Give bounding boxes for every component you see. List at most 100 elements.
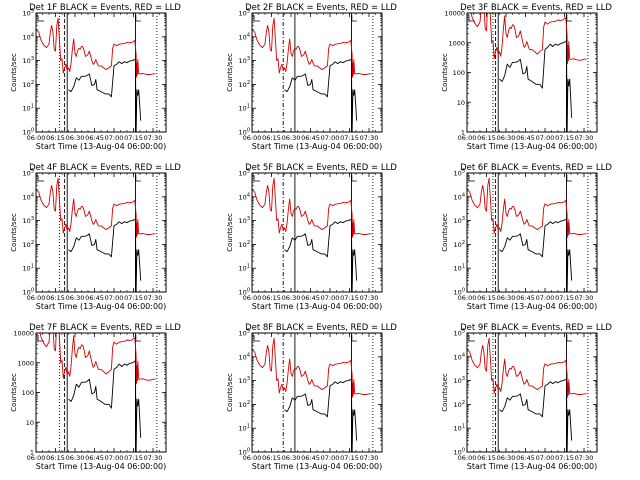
y-tick-label-4: 104 xyxy=(239,352,250,361)
series-lld-line xyxy=(470,13,587,64)
x-tick-label-5: 07:15 xyxy=(555,294,574,302)
series-events-line xyxy=(284,218,358,292)
series-lld-line xyxy=(467,337,587,398)
chart-title: Det 2F BLACK = Events, RED = LLD xyxy=(245,3,397,13)
y-axis-label: Counts/sec xyxy=(441,53,449,92)
x-tick-label-6: 07:30 xyxy=(575,294,594,302)
corner-marker xyxy=(351,175,357,182)
y-tick-label-5: 105 xyxy=(454,329,465,338)
series-lld-line xyxy=(252,17,372,78)
y-tick-label-2: 102 xyxy=(239,400,250,409)
plot-frame xyxy=(251,332,383,453)
x-tick-label-5: 07:15 xyxy=(340,134,359,142)
chart-panel-8: Det 8F BLACK = Events, RED = LLD Counts/s… xyxy=(226,323,397,471)
y-tick-label-0: 100 xyxy=(239,448,250,457)
x-tick-label-6: 07:30 xyxy=(144,454,163,462)
x-axis-label: Start Time (13-Aug-04 06:00:00) xyxy=(36,302,167,311)
chart-panel-4: Det 4F BLACK = Events, RED = LLD Counts/s… xyxy=(10,163,181,311)
corner-marker xyxy=(468,175,475,182)
chart-title: Det 8F BLACK = Events, RED = LLD xyxy=(245,323,397,333)
y-tick-label-2: 100 xyxy=(22,389,34,397)
series-events-line xyxy=(284,58,358,132)
y-tick-label-1: 101 xyxy=(454,424,465,433)
y-tick-label-3: 103 xyxy=(454,216,465,225)
y-tick-label-5: 105 xyxy=(239,169,250,178)
y-axis-label: Counts/sec xyxy=(441,373,449,412)
y-tick-label-4: 104 xyxy=(23,32,34,41)
x-tick-label-5: 07:15 xyxy=(124,454,143,462)
plot-area xyxy=(252,173,374,292)
y-tick-label-0: 100 xyxy=(454,448,465,457)
x-tick-label-4: 07:00 xyxy=(321,294,340,302)
y-tick-label-1: 101 xyxy=(239,264,250,273)
x-tick-label-1: 06:15 xyxy=(262,454,281,462)
plot-area xyxy=(252,13,374,132)
x-tick-label-6: 07:30 xyxy=(575,134,594,142)
x-tick-label-4: 07:00 xyxy=(105,134,124,142)
y-tick-label-0: 100 xyxy=(23,128,34,137)
x-tick-label-5: 07:15 xyxy=(124,134,143,142)
x-tick-label-6: 07:30 xyxy=(360,134,379,142)
x-tick-label-3: 06:45 xyxy=(516,134,535,142)
y-tick-label-2: 102 xyxy=(454,400,465,409)
chart-title: Det 1F BLACK = Events, RED = LLD xyxy=(29,3,181,13)
plot-frame xyxy=(466,12,598,133)
x-tick-label-1: 06:15 xyxy=(477,134,496,142)
x-tick-label-5: 07:15 xyxy=(555,454,574,462)
plot-area xyxy=(37,333,158,452)
corner-marker xyxy=(253,175,260,182)
chart-panel-5: Det 5F BLACK = Events, RED = LLD Counts/s… xyxy=(226,163,397,311)
chart-title: Det 5F BLACK = Events, RED = LLD xyxy=(245,163,397,173)
x-tick-label-2: 06:30 xyxy=(497,294,516,302)
y-tick-label-4: 104 xyxy=(239,32,250,41)
chart-title: Det 6F BLACK = Events, RED = LLD xyxy=(460,163,612,173)
y-tick-label-2: 102 xyxy=(454,240,465,249)
x-tick-label-3: 06:45 xyxy=(516,294,535,302)
x-tick-label-0: 06:00 xyxy=(458,454,477,462)
y-tick-label-2: 102 xyxy=(23,240,34,249)
corner-marker xyxy=(351,15,357,22)
y-axis-label: Counts/sec xyxy=(10,373,18,412)
series-events-line xyxy=(499,378,573,452)
y-tick-label-0: 100 xyxy=(239,128,250,137)
x-tick-label-3: 06:45 xyxy=(85,454,104,462)
x-tick-label-3: 06:45 xyxy=(85,294,104,302)
plot-area xyxy=(468,13,589,132)
x-tick-label-0: 06:00 xyxy=(27,454,46,462)
y-tick-label-4: 104 xyxy=(454,192,465,201)
chart-title: Det 4F BLACK = Events, RED = LLD xyxy=(29,163,181,173)
corner-marker xyxy=(566,335,572,342)
y-tick-label-0: 1 xyxy=(461,129,465,137)
y-axis-label: Counts/sec xyxy=(226,53,234,92)
plot-frame xyxy=(466,172,598,293)
x-tick-label-5: 07:15 xyxy=(124,294,143,302)
corner-marker xyxy=(468,15,475,22)
plot-area xyxy=(36,13,158,132)
series-lld-line xyxy=(36,17,156,78)
x-tick-label-0: 06:00 xyxy=(27,134,46,142)
x-axis-label: Start Time (13-Aug-04 06:00:00) xyxy=(467,462,598,471)
series-lld-line xyxy=(36,177,156,238)
y-tick-label-3: 1000 xyxy=(448,39,465,47)
x-tick-label-4: 07:00 xyxy=(536,294,555,302)
x-tick-label-3: 06:45 xyxy=(301,294,320,302)
y-tick-label-2: 102 xyxy=(239,240,250,249)
y-tick-label-0: 1 xyxy=(30,449,34,457)
y-axis-label: Counts/sec xyxy=(441,213,449,252)
x-axis-label: Start Time (13-Aug-04 06:00:00) xyxy=(467,142,598,151)
x-tick-label-5: 07:15 xyxy=(340,294,359,302)
corner-marker xyxy=(37,15,44,22)
corner-marker xyxy=(135,335,141,342)
x-tick-label-2: 06:30 xyxy=(66,454,85,462)
series-lld-line xyxy=(39,333,156,384)
x-tick-label-0: 06:00 xyxy=(243,134,262,142)
chart-panel-2: Det 2F BLACK = Events, RED = LLD Counts/s… xyxy=(226,3,397,151)
y-axis-label: Counts/sec xyxy=(226,373,234,412)
x-axis-label: Start Time (13-Aug-04 06:00:00) xyxy=(252,462,383,471)
x-tick-label-3: 06:45 xyxy=(85,134,104,142)
y-tick-label-1: 10 xyxy=(457,99,465,107)
x-tick-label-4: 07:00 xyxy=(105,454,124,462)
corner-marker xyxy=(37,175,44,182)
y-tick-label-0: 100 xyxy=(239,288,250,297)
